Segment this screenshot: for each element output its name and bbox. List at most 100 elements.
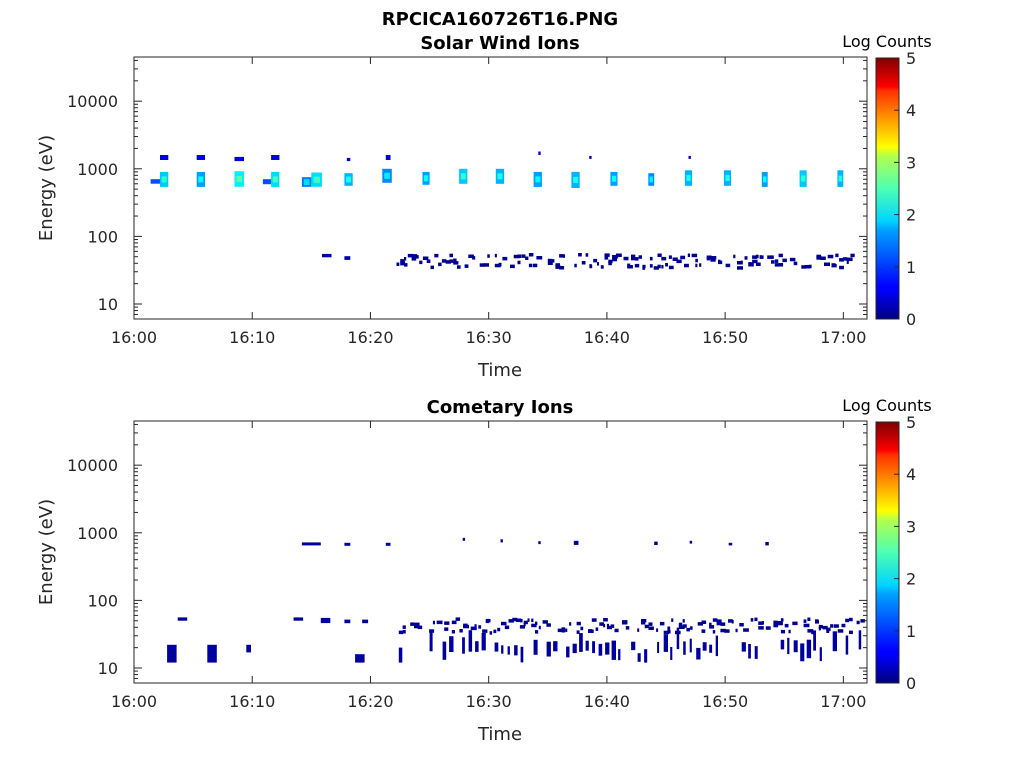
- heatmap-cell: [623, 256, 629, 261]
- heatmap-cell: [728, 542, 733, 546]
- heatmap-cell: [667, 626, 671, 630]
- heatmap-cell: [754, 617, 758, 622]
- heatmap-cell: [780, 639, 785, 650]
- heatmap-cell: [479, 263, 485, 267]
- heatmap-cell: [574, 263, 577, 268]
- heatmap-cell: [538, 625, 541, 630]
- heatmap-cell: [547, 258, 552, 263]
- heatmap-cell: [402, 625, 406, 629]
- heatmap-cell: [842, 257, 848, 261]
- heatmap-cell: [688, 155, 691, 159]
- x-tick-label: 16:10: [229, 328, 275, 347]
- heatmap-cell: [625, 626, 630, 630]
- heatmap-cell: [588, 629, 594, 633]
- y-tick-label: 10000: [67, 92, 118, 111]
- heatmap-cell: [293, 617, 304, 621]
- heatmap-cell: [725, 263, 731, 268]
- heatmap-cell: [793, 261, 798, 266]
- heatmap-cell: [743, 628, 749, 632]
- heatmap-cell: [653, 266, 659, 270]
- heatmap-cell: [622, 621, 628, 625]
- colorbar-tick-label: 5: [906, 413, 916, 432]
- heatmap-cell: [648, 622, 653, 626]
- heatmap-cell: [177, 617, 188, 621]
- heatmap-cell: [801, 265, 806, 269]
- heatmap-cell: [507, 646, 510, 655]
- colorbar-scale: [875, 57, 900, 320]
- heatmap-cell: [656, 628, 659, 632]
- heatmap-cell: [599, 622, 604, 626]
- heatmap-cell: [464, 264, 469, 268]
- heatmap-cell: [691, 253, 698, 258]
- heatmap-cell: [644, 649, 648, 663]
- heatmap-cell: [733, 254, 736, 259]
- heatmap-cell: [752, 259, 758, 264]
- panel-title: Solar Wind Ions: [420, 33, 579, 54]
- heatmap-cell: [514, 645, 518, 656]
- heatmap-cell: [150, 179, 161, 184]
- colorbar-tick-label: 4: [906, 465, 916, 484]
- heatmap-cell: [402, 630, 406, 634]
- heatmap-cell: [780, 629, 785, 634]
- x-tick-label: 16:30: [466, 328, 512, 347]
- heatmap-cell: [841, 623, 846, 628]
- heatmap-cell: [784, 623, 789, 628]
- heatmap-cell: [689, 638, 692, 653]
- heatmap-cell: [832, 631, 837, 652]
- heatmap-cell: [538, 151, 541, 155]
- heatmap-cell: [604, 253, 610, 257]
- heatmap-cell: [519, 618, 523, 623]
- heatmap-cell: [849, 630, 853, 635]
- heatmap-cell: [459, 629, 463, 633]
- x-tick-label: 16:10: [229, 692, 275, 711]
- heatmap-cell: [559, 254, 564, 258]
- y-tick-label: 100: [87, 227, 118, 246]
- heatmap-cell: [517, 254, 522, 258]
- heatmap-cell: [398, 647, 403, 663]
- heatmap-cell: [845, 618, 849, 623]
- heatmap-cell: [724, 629, 730, 633]
- heatmap-cell: [555, 263, 560, 267]
- heatmap-cell: [611, 175, 617, 182]
- heatmap-cell: [774, 263, 780, 267]
- heatmap-cell: [634, 263, 640, 268]
- heatmap-cell: [690, 626, 693, 630]
- heatmap-cell: [657, 641, 660, 654]
- heatmap-cell: [198, 176, 204, 183]
- heatmap-cell: [850, 253, 855, 258]
- heatmap-cell: [313, 176, 320, 183]
- heatmap-cell: [472, 256, 476, 260]
- heatmap-cell: [502, 256, 508, 261]
- heatmap-cell: [520, 646, 524, 663]
- x-tick-label: 16:30: [466, 692, 512, 711]
- heatmap-cell: [740, 260, 743, 265]
- heatmap-cell: [404, 257, 407, 261]
- heatmap-cell: [702, 642, 707, 651]
- x-tick-label: 16:50: [702, 692, 748, 711]
- heatmap-cell: [767, 255, 772, 259]
- heatmap-cell: [487, 254, 490, 258]
- heatmap-cell: [236, 176, 243, 182]
- heatmap-cell: [555, 265, 561, 269]
- y-axis: 10 100 1000 10000: [67, 423, 867, 684]
- heatmap-cell: [303, 179, 310, 185]
- heatmap-cell: [606, 625, 612, 630]
- heatmap-cell: [451, 630, 455, 634]
- heatmap-cell: [533, 639, 538, 655]
- heatmap-cell: [536, 256, 543, 260]
- heatmap-cell: [362, 619, 369, 624]
- heatmap-cell: [415, 255, 419, 259]
- heatmap-cell: [557, 628, 564, 633]
- heatmap-cell: [167, 644, 177, 663]
- heatmap-cell: [712, 630, 716, 634]
- heatmap-cell: [657, 253, 662, 257]
- heatmap-cell: [710, 258, 716, 262]
- heatmap-cell: [661, 265, 664, 269]
- heatmap-cell: [686, 175, 691, 181]
- heatmap-cell: [765, 542, 769, 546]
- heatmap-cell: [604, 256, 609, 260]
- colorbar-scale: [875, 421, 900, 684]
- heatmap-cell: [528, 263, 533, 268]
- heatmap-cell: [595, 627, 599, 631]
- heatmap-cell: [320, 617, 331, 624]
